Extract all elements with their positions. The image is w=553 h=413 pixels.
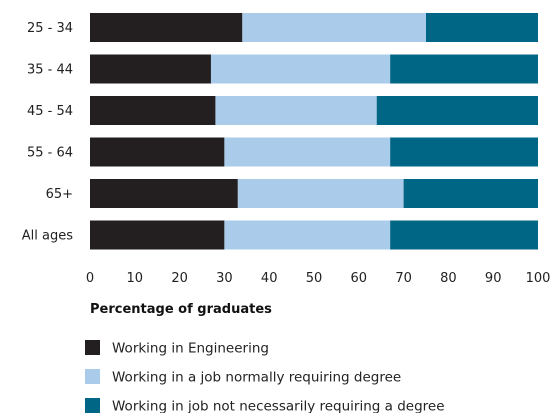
category-label-45-54: 45 - 54 [27, 104, 73, 119]
category-label-35-44: 35 - 44 [27, 63, 73, 78]
bar-35-44-series-2 [210, 54, 391, 84]
x-tick-label-70: 70 [395, 271, 412, 286]
bar-25-34-series-1 [90, 13, 243, 42]
bar-35-44-series-3 [390, 54, 538, 84]
bar-all-ages-series-3 [390, 220, 538, 250]
bar-all-ages-series-1 [90, 220, 225, 250]
bar-65-series-1 [90, 179, 238, 208]
x-tick-label-90: 90 [485, 271, 502, 286]
x-tick-label-100: 100 [526, 271, 551, 286]
legend-label-2: Working in a job normally requiring degr… [112, 370, 401, 386]
x-axis-title: Percentage of graduates [90, 302, 272, 317]
legend-label-1: Working in Engineering [112, 341, 269, 357]
bar-55-64-series-2 [224, 137, 391, 167]
bar-35-44-series-1 [90, 54, 211, 84]
bar-45-54-series-1 [90, 96, 216, 125]
legend-swatch-2 [85, 369, 100, 384]
bar-55-64-series-3 [390, 137, 538, 167]
category-label-65: 65+ [46, 187, 73, 202]
bar-65-series-3 [403, 179, 538, 208]
category-label-all-ages: All ages [22, 229, 73, 244]
x-tick-label-40: 40 [261, 271, 278, 286]
category-label-25-34: 25 - 34 [27, 21, 73, 36]
x-tick-label-50: 50 [306, 271, 323, 286]
x-tick-label-30: 30 [216, 271, 233, 286]
x-tick-label-0: 0 [86, 271, 94, 286]
category-labels: 25 - 34 35 - 44 45 - 54 55 - 64 65+ All ages [22, 21, 73, 244]
legend-label-3: Working in job not necessarily requiring… [112, 399, 445, 413]
bar-45-54-series-2 [215, 96, 377, 125]
bar-25-34-series-3 [426, 13, 538, 42]
bar-45-54-series-3 [376, 96, 538, 125]
x-tick-label-60: 60 [351, 271, 368, 286]
x-tick-label-80: 80 [440, 271, 457, 286]
category-label-55-64: 55 - 64 [27, 146, 73, 161]
bar-65-series-2 [237, 179, 404, 208]
legend: Working in Engineering Working in a job n… [85, 340, 445, 413]
bars-group [90, 13, 538, 250]
bar-25-34-series-2 [242, 13, 426, 42]
legend-swatch-3 [85, 398, 100, 413]
x-tick-labels: 0 10 20 30 40 50 60 70 80 90 100 [86, 271, 551, 286]
legend-swatch-1 [85, 340, 100, 355]
bar-all-ages-series-2 [224, 220, 391, 250]
x-tick-label-20: 20 [171, 271, 188, 286]
bar-55-64-series-1 [90, 137, 225, 167]
x-tick-label-10: 10 [127, 271, 144, 286]
